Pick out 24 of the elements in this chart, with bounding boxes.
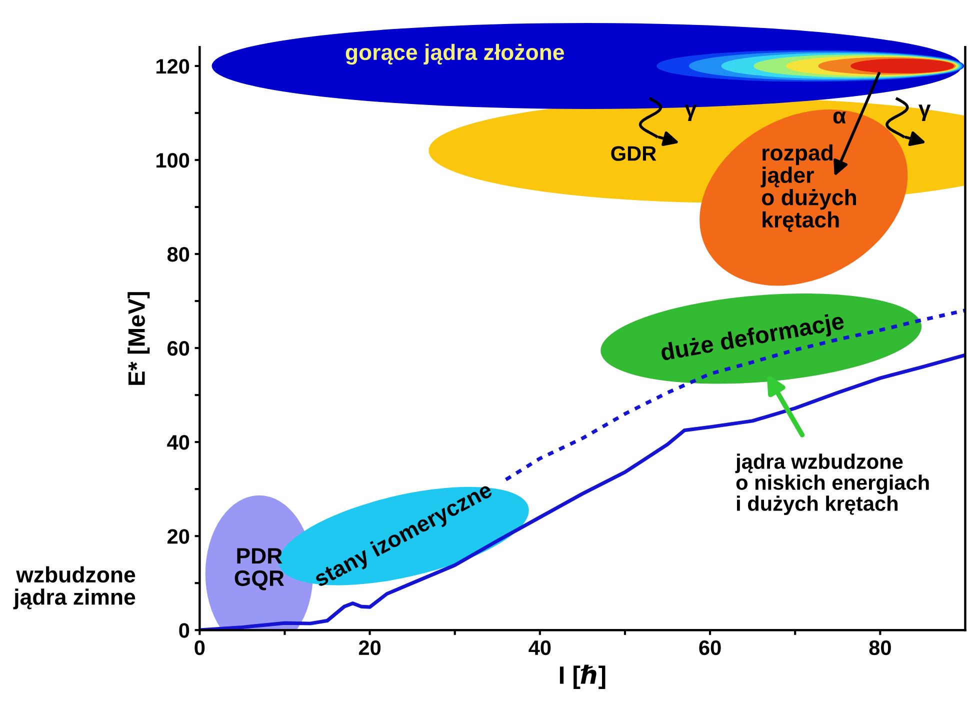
y-tick-label: 20 xyxy=(168,529,190,544)
x-axis-title: I [ℏ] xyxy=(560,664,606,689)
x-tick-label: 80 xyxy=(869,640,891,656)
annotation: jądra wzbudzone o niskich energiach i dużych krętach xyxy=(735,454,929,516)
annotation: γ xyxy=(684,104,697,121)
text: wzbudzone jądra zimne xyxy=(13,566,136,610)
x-tick-label: 0 xyxy=(194,640,205,656)
x-tick-label: 40 xyxy=(528,640,551,656)
annotation: rozpad jąder o dużych krętach xyxy=(760,144,856,232)
y-tick-label: 100 xyxy=(156,152,190,168)
annotation: GDR xyxy=(611,146,656,161)
annotation: α xyxy=(833,111,846,124)
y-tick-label: 60 xyxy=(168,341,190,356)
annotation: PDR GQR xyxy=(234,548,284,590)
y-tick-label: 0 xyxy=(179,623,190,638)
annotation: gorące jądra złożone xyxy=(346,44,564,65)
y-tick-label: 120 xyxy=(156,58,190,74)
x-tick-label: 60 xyxy=(699,640,721,656)
annotation: γ xyxy=(918,104,931,121)
y-tick-label: 80 xyxy=(167,247,190,262)
y-axis-title: E* [MeV] xyxy=(128,292,150,385)
annotation: duże deformacje xyxy=(660,312,846,366)
y-tick-label: 40 xyxy=(167,435,190,450)
x-tick-label: 20 xyxy=(358,640,381,656)
